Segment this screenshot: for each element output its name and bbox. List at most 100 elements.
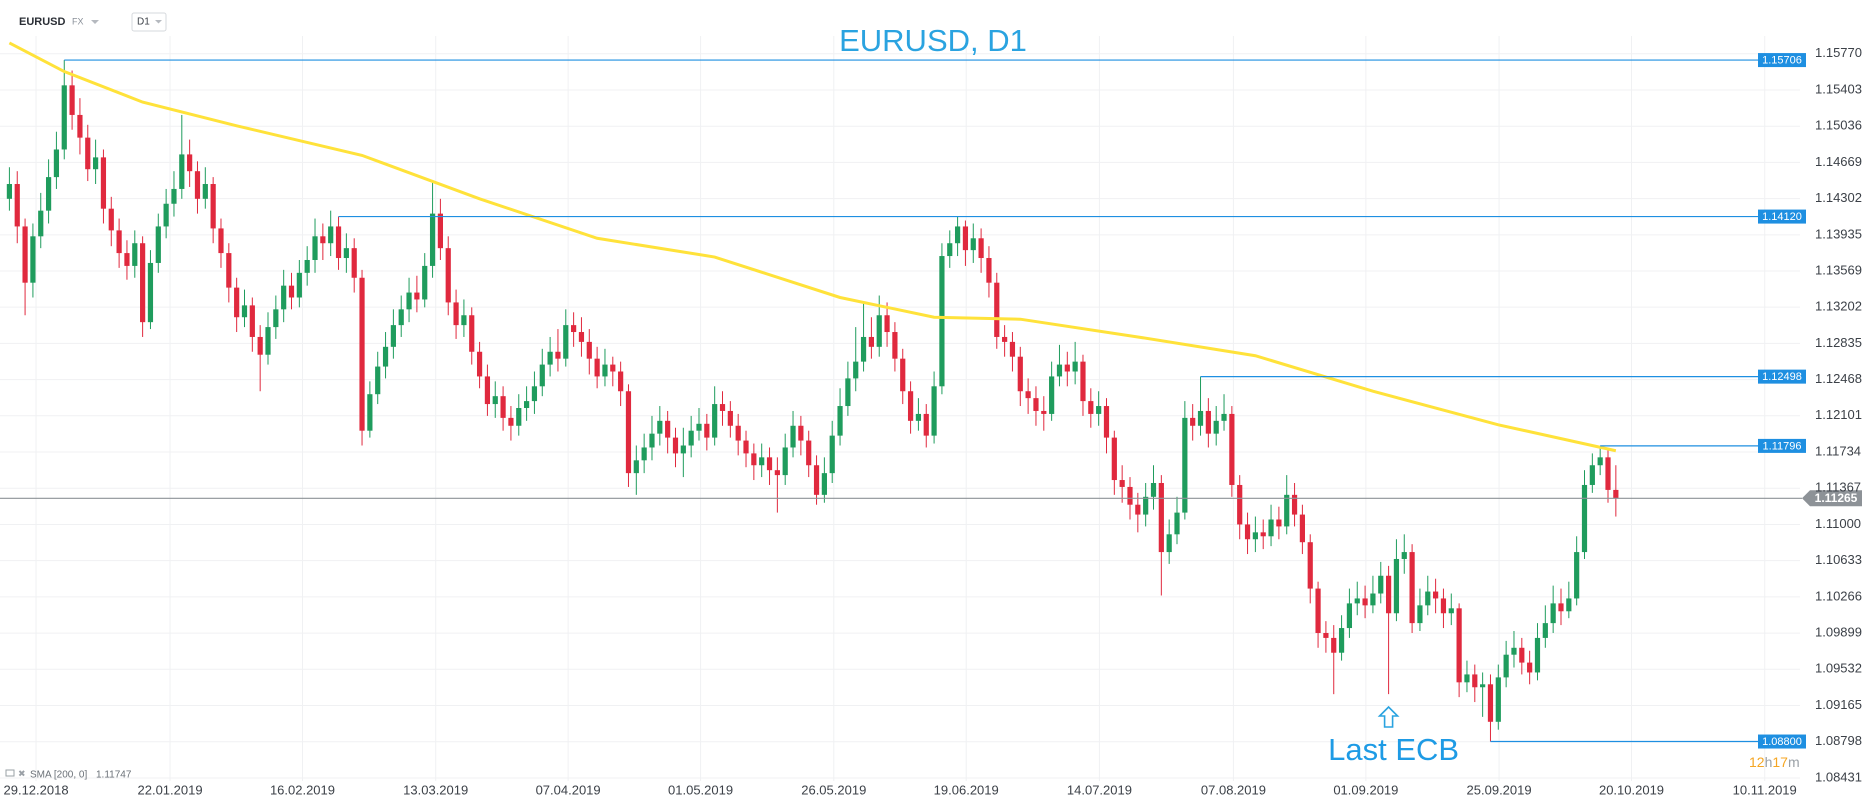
candle-body [335,226,342,259]
candle-body [108,208,114,231]
candle-body [382,346,389,367]
candle-body [594,358,600,377]
candle-body [970,238,976,251]
candle-body [578,332,585,342]
candle-body [1221,413,1227,421]
y-tick-label: 1.08798 [1815,733,1862,748]
sma-legend-name: SMA [200, 0] [30,770,87,781]
interval[interactable]: D1 [137,17,150,28]
candle-body [766,457,773,471]
candle-body [1111,437,1117,481]
candle-body [1581,484,1588,553]
interval-box[interactable] [131,12,167,32]
candle-body [351,248,357,278]
candle-body [759,457,765,466]
last-price-label: 1.11265 [1815,491,1858,505]
timer-part: m [1788,754,1800,770]
market-caret[interactable] [91,20,99,24]
candle-body [1370,593,1376,606]
candle-body [806,440,812,466]
candle-body [743,440,749,454]
candle-body [719,404,726,411]
candle-body [1527,662,1533,673]
candle-body [1064,364,1070,372]
candle-body [398,309,404,326]
y-tick-label: 1.08431 [1815,769,1862,784]
candle-body [202,184,208,199]
candle-body [445,248,451,303]
candle-body [359,277,365,431]
candle-body [429,213,436,266]
candle-body [38,210,44,237]
candle-body [625,391,632,474]
candle-body [288,285,295,298]
candle-body [704,423,710,438]
candle-body [1284,494,1290,527]
candle-body [1566,598,1572,612]
candle-body [1299,514,1305,543]
y-tick-label: 1.15036 [1815,118,1862,133]
candle-body [476,351,483,377]
candle-body [939,256,945,387]
level-label: 1.11796 [1763,440,1802,452]
candle-body [1315,588,1321,633]
candle-body [539,364,545,387]
candle-body [1127,486,1133,505]
candle-body [1025,391,1031,399]
candle-body [1385,575,1392,614]
annotation-text: Last ECB [1328,732,1459,767]
candle-body [1229,413,1235,485]
candle-body [6,184,13,199]
candle-body [14,184,20,227]
y-tick-label: 1.09532 [1815,661,1862,676]
candle-body [1338,628,1345,653]
candle-body [782,447,788,476]
candle-body [85,137,91,170]
candle-body [602,364,608,377]
candle-body [1041,410,1047,414]
level-tag [1758,369,1806,384]
candle-body [1174,512,1180,535]
candle-body [1323,632,1329,638]
candle-body [508,417,514,426]
candle-body [1080,361,1086,402]
level-label: 1.08800 [1762,736,1802,748]
x-tick-label: 16.02.2019 [270,782,335,797]
candle-body [69,85,75,115]
candle-body [155,226,161,263]
candle-body [194,171,201,199]
candle-body [132,243,138,266]
candle-body [1135,504,1141,515]
candle-body [218,228,224,254]
candle-body [1480,684,1486,688]
candle-body [876,315,882,347]
candle-body [61,85,67,150]
candle-body [555,351,561,359]
candle-body [1519,647,1525,663]
candle-body [523,401,530,409]
candle-body [406,292,412,310]
candle-body [437,213,444,249]
candle-body [1268,519,1274,537]
candle-body [798,425,804,441]
candle-body [1307,542,1313,589]
interval-caret[interactable] [155,20,162,24]
candle-body [571,325,577,333]
y-tick-label: 1.13935 [1815,226,1862,241]
candle-body [1440,598,1447,614]
candle-body [53,149,60,178]
candle-body [375,366,381,395]
candle-body [1534,637,1541,673]
candle-body [994,282,1000,337]
y-tick-label: 1.12101 [1815,407,1862,422]
timer: 12h17m [1749,754,1800,770]
y-tick-label: 1.13569 [1815,262,1862,277]
candle-body [226,253,232,288]
candle-body [649,433,655,448]
symbol[interactable]: EURUSD [19,16,66,28]
candle-body [1448,608,1454,614]
candle-body [680,445,686,454]
candle-body [312,236,318,260]
candle-body [1597,457,1603,466]
candle-body [179,154,185,189]
